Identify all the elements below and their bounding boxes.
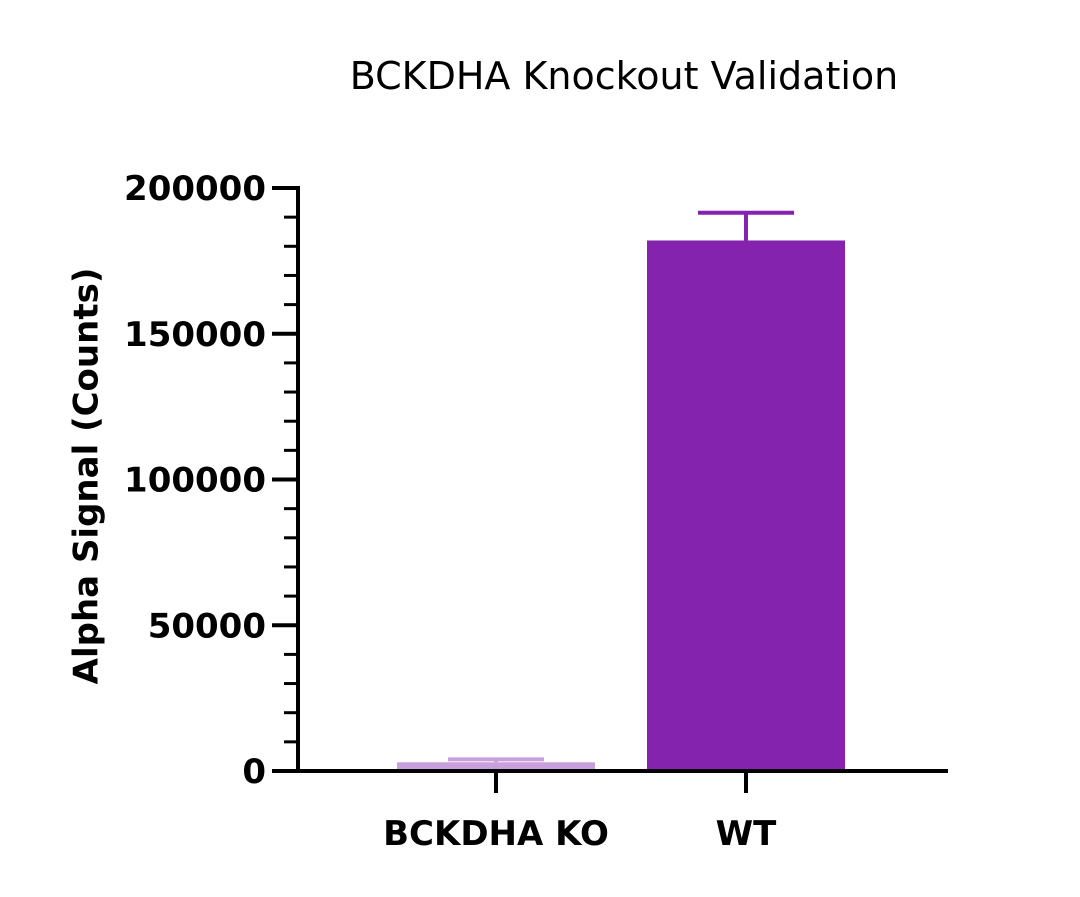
y-tick-label: 150000: [124, 315, 266, 355]
y-tick-label: 200000: [124, 169, 266, 209]
axes-layer: [272, 186, 948, 793]
chart-title: BCKDHA Knockout Validation: [350, 54, 899, 98]
y-tick-label: 50000: [148, 606, 266, 646]
y-axis-label: Alpha Signal (Counts): [67, 268, 107, 685]
y-tick-label: 0: [242, 752, 266, 792]
error-bars-layer: [448, 210, 794, 763]
bar-wt: [647, 240, 845, 772]
x-category-label: WT: [716, 814, 778, 854]
x-category-label: BCKDHA KO: [383, 814, 609, 854]
bars-layer: [397, 240, 845, 772]
bar-bckdha-ko: [397, 762, 595, 771]
y-tick-label: 100000: [124, 461, 266, 501]
labels-layer: 0 50000 100000 150000 200000 BCKDHA KO WT: [124, 169, 777, 854]
